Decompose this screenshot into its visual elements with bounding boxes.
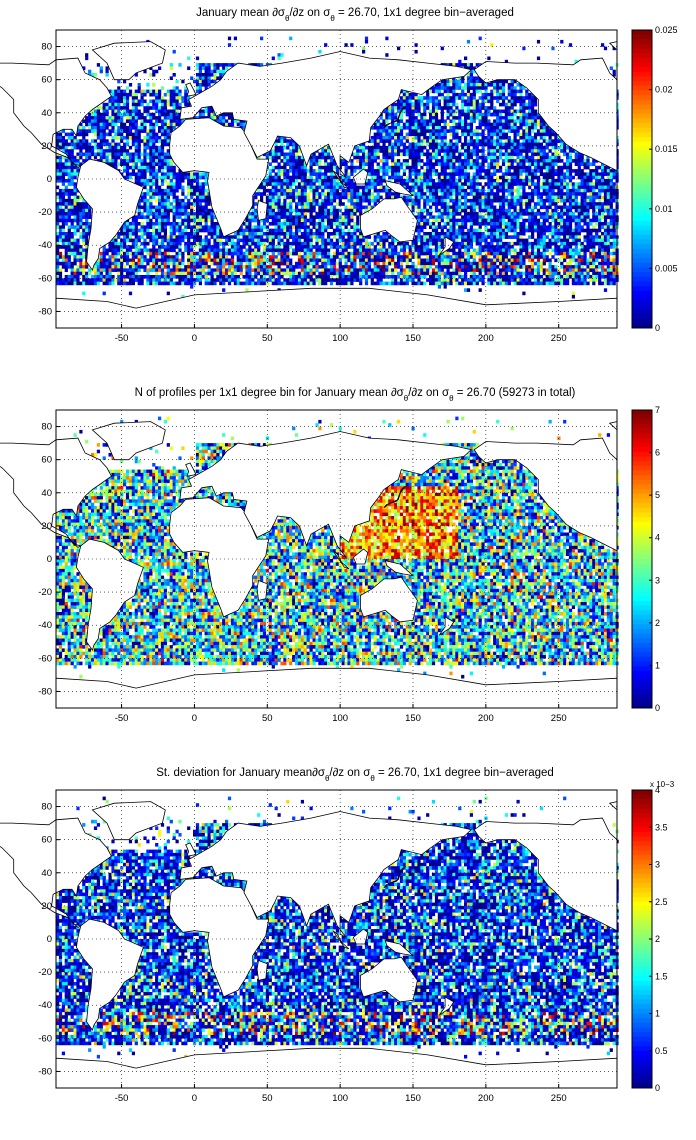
- y-tick-label: -40: [38, 240, 52, 251]
- coastline: [0, 421, 618, 709]
- colorbar-tick-label: 0.01: [655, 204, 673, 214]
- panel-mean: January mean ∂σθ/∂z on σθ = 26.70, 1x1 d…: [0, 0, 696, 380]
- x-tick-label: 250: [551, 713, 567, 724]
- colorbar-tick-label: 2.5: [655, 897, 668, 907]
- x-tick-label: 150: [405, 713, 421, 724]
- colorbar-tick-label: 0: [655, 323, 660, 333]
- x-tick-label: 50: [262, 1093, 273, 1104]
- map-mean-density-gradient: January mean ∂σθ/∂z on σθ = 26.70, 1x1 d…: [0, 7, 678, 344]
- colorbar-tick-label: 2: [655, 618, 660, 628]
- x-tick-label: 0: [192, 333, 197, 344]
- coastline: [0, 801, 618, 1089]
- y-tick-label: -20: [38, 587, 52, 598]
- y-tick-label: -40: [38, 1000, 52, 1011]
- y-tick-label: -60: [38, 1033, 52, 1044]
- grid-lines: [56, 30, 617, 328]
- panel-title: St. deviation for January mean∂σθ/∂z on …: [156, 767, 554, 783]
- colorbar-tick-label: 3: [655, 575, 660, 585]
- y-tick-label: 40: [41, 868, 52, 879]
- x-tick-label: -50: [115, 333, 129, 344]
- x-tick-label: 200: [478, 333, 494, 344]
- map-profile-count: N of profiles per 1x1 degree bin for Jan…: [0, 387, 660, 724]
- x-tick-label: 150: [405, 333, 421, 344]
- x-tick-label: 50: [262, 713, 273, 724]
- x-tick-label: 200: [478, 713, 494, 724]
- y-tick-label: -80: [38, 1066, 52, 1077]
- x-tick-label: 100: [332, 1093, 348, 1104]
- x-tick-label: 200: [478, 1093, 494, 1104]
- x-tick-label: 100: [332, 713, 348, 724]
- colorbar-tick-label: 0.02: [655, 85, 673, 95]
- x-tick-label: 250: [551, 333, 567, 344]
- colorbar-tick-label: 2: [655, 934, 660, 944]
- x-tick-label: -50: [115, 713, 129, 724]
- x-tick-label: 250: [551, 1093, 567, 1104]
- colorbar: 4 3.5 3 2.5 2 1.5 1 0.5 0 x 10−3: [631, 780, 675, 1093]
- colorbar: 0.025 0.02 0.015 0.01 0.005 0: [631, 25, 678, 333]
- colorbar-tick-label: 1: [655, 1009, 660, 1019]
- colorbar-tick-label: 6: [655, 448, 660, 458]
- colorbar-tick-label: 0.015: [655, 144, 678, 154]
- y-tick-label: 40: [41, 488, 52, 499]
- y-tick-label: 80: [41, 422, 52, 433]
- y-tick-label: -20: [38, 967, 52, 978]
- y-tick-label: 80: [41, 802, 52, 813]
- colorbar-tick-label: 1: [655, 660, 660, 670]
- y-tick-label: 20: [41, 901, 52, 912]
- y-tick-label: 0: [47, 174, 52, 185]
- colorbar-tick-label: 4: [655, 785, 660, 795]
- grid-lines: [56, 410, 617, 708]
- colorbar-tick-label: 7: [655, 405, 660, 415]
- y-tick-label: 0: [47, 934, 52, 945]
- colorbar-tick-label: 4: [655, 533, 660, 543]
- colorbar-tick-label: 5: [655, 490, 660, 500]
- x-tick-label: 0: [192, 1093, 197, 1104]
- y-tick-label: -60: [38, 653, 52, 664]
- panel-profile-count: N of profiles per 1x1 degree bin for Jan…: [0, 380, 696, 760]
- y-tick-label: 20: [41, 141, 52, 152]
- colorbar-exponent: x 10−3: [650, 780, 675, 789]
- colorbar-tick-label: 0.005: [655, 263, 678, 273]
- ocean-data-cells: [56, 36, 619, 299]
- y-tick-label: 20: [41, 521, 52, 532]
- colorbar-tick-label: 0: [655, 703, 660, 713]
- y-tick-label: -60: [38, 273, 52, 284]
- y-tick-label: 60: [41, 75, 52, 86]
- panel-std-deviation: St. deviation for January mean∂σθ/∂z on …: [0, 760, 696, 1140]
- colorbar-tick-label: 0.5: [655, 1046, 668, 1056]
- y-tick-label: -80: [38, 686, 52, 697]
- y-tick-label: -20: [38, 207, 52, 218]
- panel-title: January mean ∂σθ/∂z on σθ = 26.70, 1x1 d…: [196, 7, 514, 23]
- colorbar-tick-label: 3.5: [655, 822, 668, 832]
- y-tick-label: 80: [41, 42, 52, 53]
- x-tick-label: 50: [262, 333, 273, 344]
- y-tick-label: -40: [38, 620, 52, 631]
- y-tick-label: 40: [41, 108, 52, 119]
- map-std-deviation: St. deviation for January mean∂σθ/∂z on …: [0, 767, 675, 1104]
- y-tick-label: 60: [41, 835, 52, 846]
- panel-title: N of profiles per 1x1 degree bin for Jan…: [135, 387, 576, 403]
- x-tick-label: 100: [332, 333, 348, 344]
- y-tick-label: -80: [38, 306, 52, 317]
- y-tick-label: 0: [47, 554, 52, 565]
- colorbar: 7 6 5 4 3 2 1 0: [631, 405, 660, 713]
- colorbar-tick-label: 1.5: [655, 971, 668, 981]
- grid-lines: [56, 790, 617, 1088]
- x-tick-label: -50: [115, 1093, 129, 1104]
- x-tick-label: 0: [192, 713, 197, 724]
- x-tick-label: 150: [405, 1093, 421, 1104]
- y-tick-label: 60: [41, 455, 52, 466]
- colorbar-tick-label: 0.025: [655, 25, 678, 35]
- colorbar-tick-label: 3: [655, 860, 660, 870]
- colorbar-tick-label: 0: [655, 1083, 660, 1093]
